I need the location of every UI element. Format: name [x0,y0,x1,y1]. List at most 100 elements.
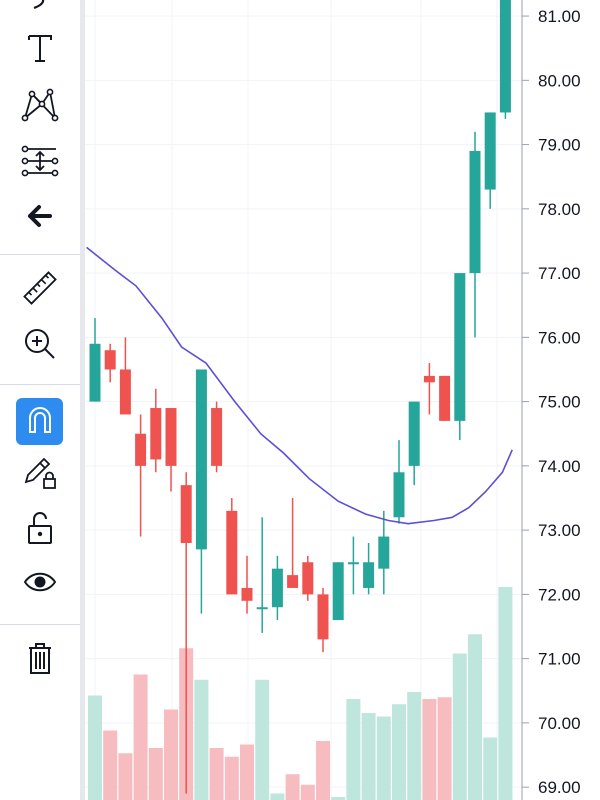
volume-bar [407,692,422,800]
delete-tool[interactable] [14,636,66,684]
candle-body [347,562,359,565]
volume-bar [164,709,178,800]
volume-bar [376,716,391,800]
price-tick-label: 72.00 [538,585,581,604]
prediction-icon [20,141,60,186]
volume-bar [437,697,452,800]
moving-average [86,246,513,525]
volume-bars [88,587,513,800]
candle-body [180,485,192,543]
magnet-icon [20,399,60,444]
candle-body [302,562,314,595]
candle-body [287,575,299,588]
arrow-left-icon [20,196,60,241]
volume-bar [148,748,163,800]
visibility-tool[interactable] [14,560,66,608]
volume-bar [209,748,224,800]
price-tick-label: 79.00 [538,136,581,155]
volume-bar [361,713,376,800]
price-tick-label: 71.00 [538,650,581,669]
volume-bar [498,587,513,800]
volume-bar [452,653,467,800]
price-tick-label: 81.00 [538,7,581,26]
ruler-icon [20,268,60,313]
volume-bar [240,744,254,800]
price-tick-label: 70.00 [538,714,581,733]
measure-tool[interactable] [14,266,66,314]
brush-icon [20,0,60,27]
volume-bar [88,695,102,800]
candle-body [241,587,253,601]
volume-bar [300,784,315,800]
candle-body [439,375,451,421]
candle-body [484,112,496,190]
price-tick-label: 78.00 [538,200,581,219]
candle-body [317,594,329,640]
candle-body [393,472,405,518]
unlock-icon [20,507,60,552]
drawing-toolbar [0,0,80,800]
candle-body [363,562,375,588]
candle-body [119,369,131,415]
pencil-lock-icon [20,452,60,497]
volume-bar [255,679,270,800]
toolbar-divider [0,254,80,255]
candle-body [332,562,344,621]
candle-body [499,0,511,113]
candle-body [378,536,390,569]
price-axis: 69.00 70.00 71.00 72.00 73.00 74.00 75.00 76.00… [522,7,581,797]
trash-icon [20,638,60,683]
candle-body [423,375,435,383]
brush-tool[interactable] [14,0,66,28]
magnet-tool[interactable] [16,398,63,445]
volume-bar [483,737,498,800]
price-chart[interactable]: 69.00 70.00 71.00 72.00 73.00 74.00 75.00 76.00… [85,0,600,800]
candlesticks [89,0,511,794]
candle-body [195,369,207,550]
toolbar-divider [0,384,80,385]
candle-body [89,343,101,402]
candle-body [271,568,283,608]
text-icon [20,28,60,73]
volume-bar [194,679,209,800]
volume-bar [468,634,482,800]
volume-bar [392,704,406,800]
price-tick-label: 76.00 [538,328,581,347]
candle-body [165,408,177,466]
volume-bar [422,699,437,800]
volume-bar [118,753,133,800]
price-tick-label: 77.00 [538,264,581,283]
candle-body [135,433,147,466]
volume-bar [103,730,118,800]
eye-icon [20,562,60,607]
candle-body [104,350,116,370]
price-tick-label: 75.00 [538,393,581,412]
text-tool[interactable] [14,26,66,74]
price-tick-label: 80.00 [538,71,581,90]
moving-average-line [86,246,513,525]
toolbar-border [80,0,85,800]
candle-body [226,510,238,595]
volume-bar [285,774,300,800]
candle-body [211,408,223,466]
price-tick-label: 74.00 [538,457,581,476]
prediction-tool[interactable] [14,139,66,187]
pattern-icon [20,84,60,129]
zoom-tool[interactable] [14,322,66,370]
zoom-in-icon [20,324,60,369]
candle-body [256,607,268,610]
lock-drawings-tool[interactable] [14,450,66,498]
volume-bar [346,699,361,800]
volume-bar [270,793,285,800]
back-tool[interactable] [14,194,66,242]
candle-body [150,408,162,460]
price-tick-label: 73.00 [538,521,581,540]
lock-all-tool[interactable] [14,505,66,553]
volume-bar [133,674,148,800]
candle-body [408,401,420,466]
pattern-tool[interactable] [14,82,66,130]
volume-bar [331,797,346,800]
candle-body [469,151,481,274]
volume-bar [316,741,330,800]
volume-bar [224,756,239,800]
